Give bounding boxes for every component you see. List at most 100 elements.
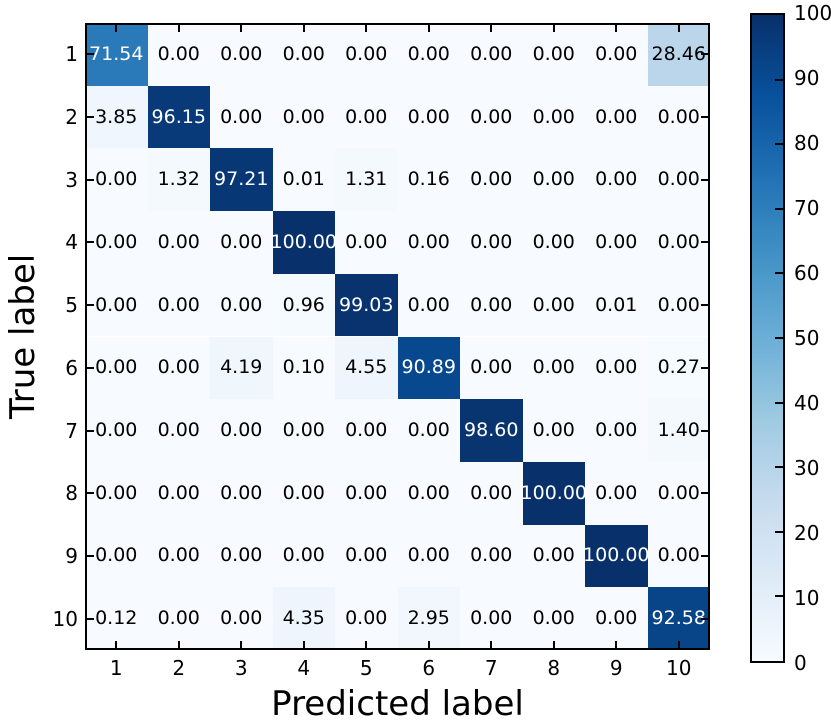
cell-value: 4.19 [220, 356, 263, 379]
heatmap-cell: 0.00 [397, 85, 460, 149]
y-tick-label: 7 [65, 418, 78, 443]
cell-value: 100.00 [583, 544, 650, 567]
cell-value: 0.00 [595, 356, 638, 379]
heatmap-cell: 0.00 [522, 587, 585, 650]
axis-tick [701, 304, 708, 307]
axis-tick [115, 641, 118, 648]
x-tick-label: 8 [547, 656, 561, 680]
x-tick-label: 7 [484, 656, 498, 680]
cell-value: 0.00 [470, 293, 513, 316]
heatmap-cell: 0.00 [460, 23, 523, 86]
heatmap-cell: 100.00 [521, 461, 587, 525]
heatmap-cell: 0.00 [647, 273, 710, 337]
cell-value: 0.00 [282, 544, 325, 567]
heatmap-cell: 0.00 [272, 85, 335, 149]
cell-value: 0.00 [470, 544, 513, 567]
x-axis-title: Predicted label [271, 684, 524, 723]
cell-value: 0.00 [282, 419, 325, 442]
cell-value: 0.00 [220, 419, 263, 442]
cell-value: 0.00 [157, 293, 200, 316]
heatmap-cell: 0.00 [397, 461, 460, 525]
cell-value: 99.03 [339, 293, 394, 316]
heatmap-cell: 0.00 [522, 273, 585, 337]
heatmap-cell: 0.00 [522, 23, 585, 86]
cell-value: 0.00 [470, 105, 513, 128]
heatmap-cell: 0.00 [147, 524, 210, 588]
heatmap-cell: 2.95 [397, 587, 460, 650]
cell-value: 96.15 [151, 105, 206, 128]
heatmap-cell: 0.12 [85, 587, 148, 650]
colorbar-tick [775, 78, 783, 81]
axis-tick [87, 617, 94, 620]
heatmap-cell: 0.00 [647, 211, 710, 274]
cell-value: 0.00 [407, 481, 450, 504]
axis-tick [177, 641, 180, 648]
cell-value: 0.00 [595, 607, 638, 630]
cell-value: 2.95 [407, 607, 450, 630]
axis-tick [615, 641, 618, 648]
heatmap-cell: 0.00 [397, 273, 460, 337]
cell-value: 0.00 [532, 293, 575, 316]
y-tick-label: 8 [65, 481, 78, 506]
heatmap-cell: 0.00 [460, 148, 523, 212]
cell-value: 90.89 [401, 356, 456, 379]
cell-value: 0.00 [407, 544, 450, 567]
heatmap-cell: 71.54 [85, 23, 148, 86]
heatmap-cell: 0.00 [272, 524, 335, 588]
colorbar-tick-label: 50 [794, 326, 820, 350]
cell-value: 0.00 [532, 168, 575, 191]
colorbar-tick [775, 143, 783, 146]
cell-value: 4.35 [282, 607, 325, 630]
cell-value: 0.00 [532, 356, 575, 379]
heatmap-cell: 0.00 [335, 23, 398, 86]
axis-tick [552, 25, 555, 32]
axis-tick [87, 53, 94, 56]
heatmap-cell: 0.00 [85, 336, 148, 400]
heatmap-cell: 98.60 [460, 399, 523, 462]
heatmap-cell: 0.00 [460, 587, 523, 650]
colorbar-tick [775, 401, 783, 404]
cell-value: 0.00 [282, 481, 325, 504]
cell-value: 0.00 [220, 544, 263, 567]
cell-value: 0.00 [157, 230, 200, 253]
y-tick-label: 4 [65, 230, 78, 255]
heatmap-cell: 0.00 [585, 23, 648, 86]
heatmap-cell: 0.00 [210, 211, 273, 274]
x-tick-label: 6 [422, 656, 436, 680]
cell-value: 3.85 [95, 105, 138, 128]
cell-value: 0.00 [532, 544, 575, 567]
heatmap-cell: 0.00 [647, 148, 710, 212]
cell-value: 0.00 [407, 230, 450, 253]
cell-value: 0.00 [157, 607, 200, 630]
heatmap-cell: 0.00 [210, 23, 273, 86]
axis-tick [177, 25, 180, 32]
cell-value: 0.00 [220, 481, 263, 504]
cell-value: 0.00 [157, 42, 200, 65]
cell-value: 0.00 [657, 168, 700, 191]
cell-value: 0.00 [95, 481, 138, 504]
cell-value: 0.00 [532, 42, 575, 65]
heatmap-cell: 0.00 [460, 524, 523, 588]
cell-value: 98.60 [464, 419, 519, 442]
heatmap-cell: 0.00 [522, 148, 585, 212]
heatmap-cell: 0.00 [460, 85, 523, 149]
heatmap-cell: 4.55 [335, 336, 398, 400]
colorbar [750, 13, 785, 663]
heatmap-cell: 97.21 [210, 148, 273, 212]
cell-value: 0.00 [657, 105, 700, 128]
cell-value: 0.00 [345, 544, 388, 567]
cell-value: 0.00 [220, 230, 263, 253]
cell-value: 28.46 [651, 42, 706, 65]
y-tick-label: 1 [65, 42, 78, 67]
cell-value: 0.00 [345, 607, 388, 630]
cell-value: 0.00 [157, 544, 200, 567]
axis-tick [87, 116, 94, 119]
y-tick-label: 2 [65, 105, 78, 130]
heatmap-cell: 100.00 [271, 211, 337, 274]
heatmap-cell: 0.00 [85, 148, 148, 212]
heatmap-cell: 0.00 [147, 336, 210, 400]
colorbar-tick-label: 80 [794, 131, 820, 155]
heatmap-cell: 4.19 [210, 336, 273, 400]
axis-tick [302, 25, 305, 32]
